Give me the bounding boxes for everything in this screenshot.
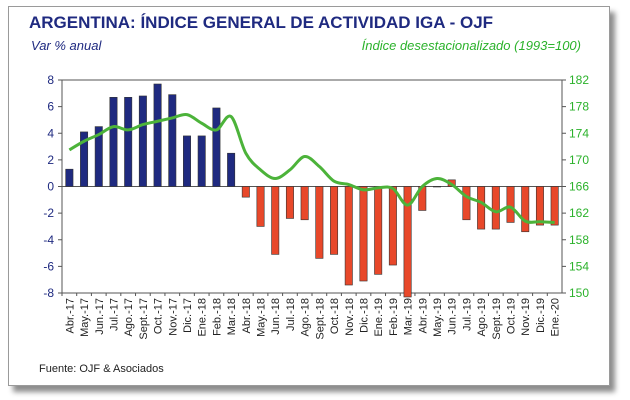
right-axis-tick-label: 162 (569, 206, 589, 220)
x-axis-tick-label: Jun.-19 (447, 298, 459, 335)
left-axis-tick-label: -2 (43, 206, 54, 220)
bar-Ago.-17 (124, 97, 133, 187)
bar-Ene.-20 (550, 186, 559, 226)
right-axis-tick-label: 174 (569, 126, 589, 140)
x-axis-tick-label: Mar.-18 (226, 298, 238, 335)
bar-Abr.-17 (65, 168, 74, 187)
bar-Sept.-19 (491, 186, 500, 230)
x-axis-tick-label: Feb.-19 (388, 298, 400, 336)
chart-title: ARGENTINA: ÍNDICE GENERAL DE ACTIVIDAD I… (29, 13, 494, 32)
x-axis-tick-label: Abr.-17 (64, 298, 76, 333)
left-axis-tick-label: 0 (47, 180, 54, 194)
source-note: Fuente: OJF & Asociados (39, 363, 164, 375)
right-axis-tick-label: 150 (569, 286, 589, 300)
x-axis-tick-label: Abr.-18 (241, 298, 253, 333)
index-line-series (68, 112, 555, 224)
chart-svg: -8 -6 -4 -2 0 2 4 6 8 150 154 158 162 166 170 174 178 182… (43, 73, 589, 340)
right-axis-tick-label: 178 (569, 100, 589, 114)
bar-Jun.-18 (271, 186, 280, 255)
bar-Mar.-19 (403, 186, 412, 298)
bar-Nov.-17 (168, 94, 177, 187)
bar-Ago.-19 (477, 186, 486, 230)
bar-Feb.-19 (388, 186, 397, 266)
x-axis-tick-label: Oct.-17 (153, 298, 165, 334)
x-axis-tick-label: Ago.-17 (123, 298, 135, 337)
bar-Oct.-18 (330, 186, 339, 255)
x-axis-tick-label: Ene.-20 (550, 298, 562, 337)
left-axis-tick-label: 6 (47, 100, 54, 114)
bar-May.-17 (80, 131, 89, 187)
x-axis-tick-label: Nov.-18 (344, 298, 356, 336)
left-axis-tick-label: -6 (43, 259, 54, 273)
x-axis-tick-label: Nov.-19 (520, 298, 532, 336)
bar-May.-18 (256, 186, 265, 227)
x-axis-tick-label: Ene.-19 (373, 298, 385, 337)
bar-Oct.-17 (153, 83, 162, 187)
x-axis-tick-label: Abr.-19 (417, 298, 429, 333)
left-axis-tick-label: 4 (47, 126, 54, 140)
bar-Dic.-17 (183, 135, 191, 187)
left-axis-tick-label: 2 (47, 153, 54, 167)
bar-Nov.-18 (344, 186, 353, 286)
x-axis-tick-label: Jun.-18 (270, 298, 282, 335)
x-axis-tick-label: May.-19 (432, 298, 444, 337)
left-axis-tick-label: -4 (43, 233, 54, 247)
x-axis-tick-label: Dic.-18 (358, 298, 370, 333)
bar-Feb.-18 (212, 107, 221, 187)
bar-May.-19 (433, 186, 441, 188)
x-axis-tick-label: Jul.-18 (285, 298, 297, 331)
x-axis-tick-label: Jul.-17 (108, 298, 120, 331)
bar-Nov.-19 (521, 186, 530, 233)
left-axis-tick-label: 8 (47, 73, 54, 87)
x-axis-tick-label: Sept.-19 (491, 298, 503, 340)
x-axis-tick-label: May.-18 (256, 298, 268, 337)
left-axis-subtitle: Var % anual (31, 38, 102, 53)
bar-Dic.-19 (535, 186, 544, 226)
x-axis-tick-label: Ago.-19 (476, 298, 488, 337)
left-axis-tick-label: -8 (43, 286, 54, 300)
right-axis-tick-label: 170 (569, 153, 589, 167)
bar-Mar.-18 (227, 152, 236, 187)
bar-Ago.-18 (300, 186, 309, 221)
bar-Jun.-17 (94, 126, 103, 187)
right-axis-tick-label: 158 (569, 233, 589, 247)
right-axis-subtitle: Índice desestacionalizado (1993=100) (361, 38, 581, 53)
bar-Ene.-19 (374, 186, 383, 275)
x-axis-tick-label: Feb.-18 (211, 298, 223, 336)
right-axis-tick-label: 154 (569, 259, 589, 273)
x-axis-tick-label: Dic.-19 (535, 298, 547, 333)
x-axis-tick-label: May.-17 (79, 298, 91, 337)
bar-Jul.-17 (109, 97, 118, 187)
bar-Sept.-18 (315, 186, 324, 259)
x-axis-tick-label: Ene.-18 (197, 298, 209, 337)
x-axis-tick-label: Oct.-18 (329, 298, 341, 334)
bar-Jul.-19 (462, 186, 471, 221)
bar-Dic.-18 (359, 186, 368, 282)
right-axis-tick-label: 166 (569, 180, 589, 194)
chart-frame: ARGENTINA: ÍNDICE GENERAL DE ACTIVIDAD I… (8, 6, 610, 386)
x-axis-tick-label: Nov.-17 (167, 298, 179, 336)
bar-Oct.-19 (506, 186, 515, 223)
x-axis-tick-label: Sept.-18 (314, 298, 326, 340)
x-axis-tick-label: Mar.-19 (403, 298, 415, 335)
bar-Jul.-18 (285, 186, 294, 219)
x-axis-tick-label: Oct.-19 (506, 298, 518, 334)
bar-Ene.-18 (197, 135, 206, 187)
x-axis-tick-label: Dic.-17 (182, 298, 194, 333)
bar-Sept.-17 (138, 95, 147, 187)
bar-Abr.-18 (241, 186, 250, 198)
x-axis-tick-label: Jul.-19 (461, 298, 473, 331)
right-axis-tick-label: 182 (569, 73, 589, 87)
x-axis-tick-label: Sept.-17 (138, 298, 150, 340)
x-axis-tick-label: Jun.-17 (94, 298, 106, 335)
x-axis-tick-label: Ago.-18 (300, 298, 312, 337)
